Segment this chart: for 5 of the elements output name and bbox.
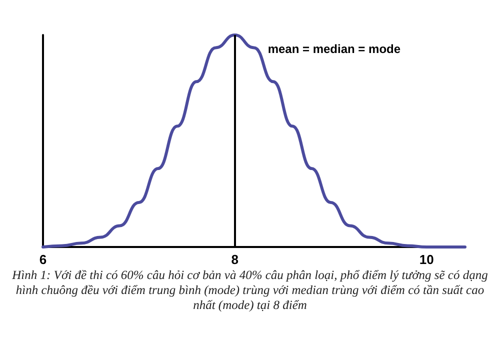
x-tick-label: 8 [231,252,238,267]
ref-line-label: mean = median = mode [268,42,401,56]
x-tick-label: 10 [419,252,434,267]
x-tick-label: 6 [39,252,47,267]
text: Hình 1: Với đề thi có 60% câu hỏi cơ bản và 40% câu phân loại, phổ điểm lý tưởng sẽ có dạng hình chuông đều với điểm trung bình (mode) trùng với median trùng với điểm có tần suất cao nhất (mode) tại 8 điểm [11,268,489,313]
